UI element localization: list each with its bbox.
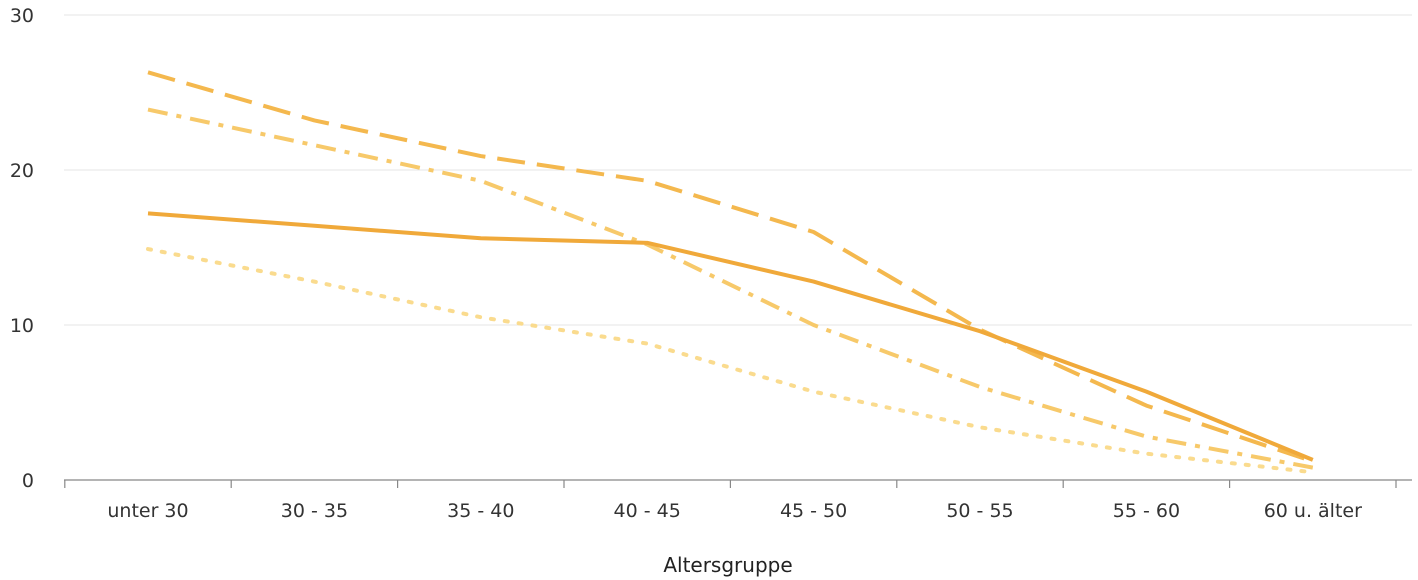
x-tick-label: 55 - 60 bbox=[1113, 500, 1180, 522]
x-axis-title: Altersgruppe bbox=[663, 553, 792, 577]
y-tick-label: 0 bbox=[22, 470, 34, 492]
x-tick-label: unter 30 bbox=[107, 500, 188, 522]
y-tick-label: 30 bbox=[10, 5, 34, 27]
y-tick-label: 20 bbox=[10, 160, 34, 182]
x-tick-label: 40 - 45 bbox=[614, 500, 681, 522]
x-tick-label: 30 - 35 bbox=[281, 500, 348, 522]
series-line-4 bbox=[146, 247, 1315, 475]
x-tick-label: 50 - 55 bbox=[946, 500, 1013, 522]
series-line-3 bbox=[147, 107, 1314, 470]
x-tick-label: 60 u. älter bbox=[1264, 500, 1362, 522]
series-line-1 bbox=[147, 211, 1314, 462]
x-tick-label: 35 - 40 bbox=[447, 500, 514, 522]
y-axis-tick-labels: 0 10 20 30 bbox=[10, 5, 34, 492]
series-lines bbox=[146, 70, 1315, 475]
x-axis: unter 30 30 - 35 35 - 40 40 - 45 45 - 50 50 -… bbox=[64, 479, 1412, 522]
y-tick-label: 10 bbox=[10, 315, 34, 337]
gridlines bbox=[64, 14, 1412, 326]
series-line-2 bbox=[147, 70, 1314, 464]
x-tick-label: 45 - 50 bbox=[780, 500, 847, 522]
